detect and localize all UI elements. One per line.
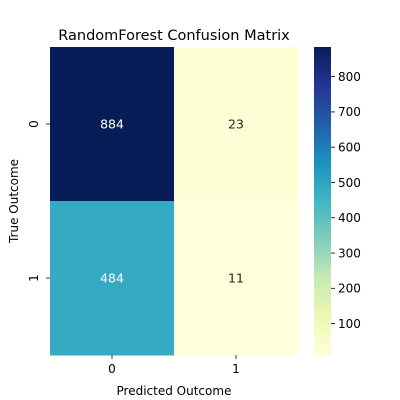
cell-value-label: 484 bbox=[100, 271, 124, 286]
cell-value-label: 23 bbox=[228, 117, 244, 132]
heatmap-cells: 884 23 484 11 bbox=[50, 47, 299, 356]
colorbar-tick-label: 300 bbox=[338, 246, 361, 260]
y-axis-label: True Outcome bbox=[7, 159, 21, 244]
y-tick-label: 1 bbox=[27, 274, 41, 282]
colorbar-tick-label: 200 bbox=[338, 282, 361, 296]
y-tick-group: 01 bbox=[27, 120, 50, 282]
colorbar-tick-label: 500 bbox=[338, 176, 361, 190]
colorbar-tick-label: 600 bbox=[338, 140, 361, 154]
heatmap-cell bbox=[50, 47, 175, 202]
chart-title: RandomForest Confusion Matrix bbox=[58, 28, 290, 44]
y-tick-label: 0 bbox=[27, 120, 41, 128]
colorbar-tick-label: 800 bbox=[338, 70, 361, 84]
colorbar-tick-label: 100 bbox=[338, 317, 361, 331]
x-tick-label: 0 bbox=[108, 362, 116, 376]
x-axis-label: Predicted Outcome bbox=[117, 384, 232, 398]
heatmap-cell bbox=[50, 201, 175, 356]
cell-value-label: 11 bbox=[228, 271, 244, 286]
cell-value-label: 884 bbox=[100, 117, 124, 132]
x-tick-label: 1 bbox=[232, 362, 240, 376]
colorbar bbox=[314, 47, 331, 355]
colorbar-tick-group: 100 200 300 400 500 600 700 800 bbox=[331, 70, 361, 331]
colorbar-tick-label: 400 bbox=[338, 211, 361, 225]
heatmap-cell bbox=[174, 201, 299, 356]
colorbar-tick-label: 700 bbox=[338, 105, 361, 119]
heatmap-cell bbox=[174, 47, 299, 202]
